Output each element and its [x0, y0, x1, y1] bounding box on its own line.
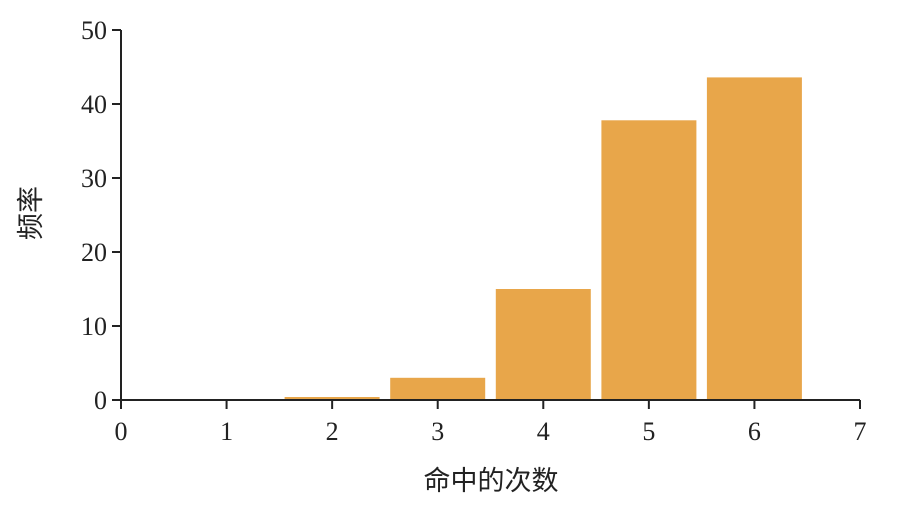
- bar-2: [284, 397, 380, 400]
- axes-layer: [120, 30, 860, 401]
- x-axis-title: 命中的次数: [424, 466, 559, 497]
- y-tick-label-0: 0: [94, 386, 107, 415]
- x-tick-label-3: 3: [431, 417, 444, 446]
- x-tick-label-4: 4: [537, 417, 550, 446]
- bar-3: [390, 377, 486, 400]
- bar-5: [601, 120, 697, 401]
- x-tick-label-5: 5: [642, 417, 655, 446]
- x-tick-label-2: 2: [326, 417, 339, 446]
- x-tick-label-1: 1: [220, 417, 233, 446]
- bar-6: [706, 77, 802, 401]
- bars-layer: [284, 77, 802, 401]
- y-tick-label-10: 10: [81, 312, 107, 341]
- y-tick-label-20: 20: [81, 238, 107, 267]
- x-tick-label-0: 0: [115, 417, 128, 446]
- x-tick-label-6: 6: [748, 417, 761, 446]
- y-axis-title: 频率: [16, 186, 47, 240]
- y-tick-label-40: 40: [81, 90, 107, 119]
- bar-4: [495, 289, 591, 400]
- y-tick-label-30: 30: [81, 164, 107, 193]
- y-tick-label-50: 50: [81, 16, 107, 45]
- x-tick-label-7: 7: [854, 417, 867, 446]
- ticks-layer: 0 10 20 30 40 50 0 1 2 3 4 5 6 7: [81, 16, 867, 446]
